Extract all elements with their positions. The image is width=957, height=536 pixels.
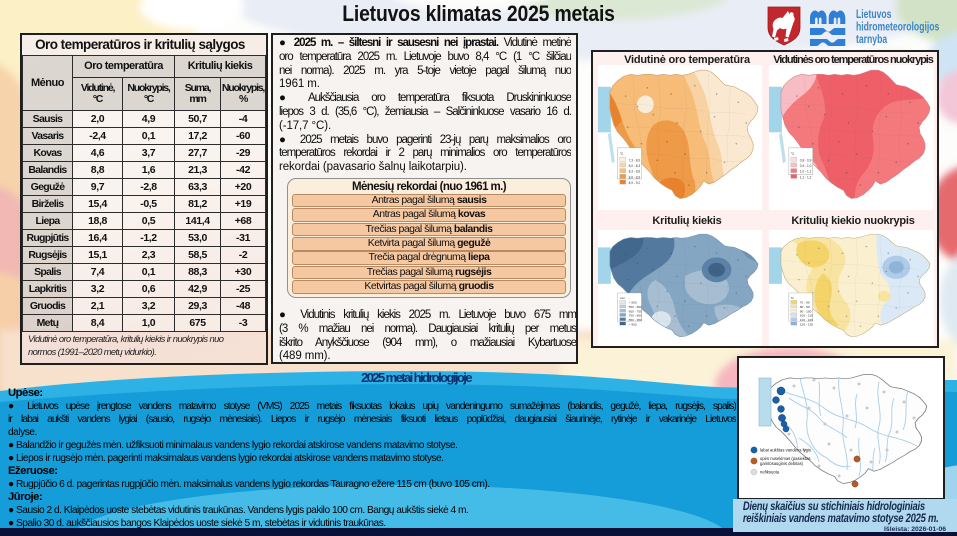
svg-text:7,3 - 8,0: 7,3 - 8,0 <box>629 158 641 162</box>
svg-text:550 - 650: 550 - 650 <box>629 305 643 309</box>
svg-text:Lietuvos: Lietuvos <box>856 9 892 21</box>
svg-text:1,0 - 1,1: 1,0 - 1,1 <box>800 170 812 174</box>
svg-text:upės nusekimas (pasiektas: upės nusekimas (pasiektas <box>760 456 811 461</box>
svg-text:gamtosauginis debitas): gamtosauginis debitas) <box>760 461 804 466</box>
svg-text:8,9 - 9,2: 8,9 - 9,2 <box>629 181 641 185</box>
svg-text:< 550: < 550 <box>629 301 637 305</box>
svg-text:mm: mm <box>620 296 626 300</box>
svg-text:nefiksuota: nefiksuota <box>760 470 780 475</box>
svg-text:110 - 120: 110 - 120 <box>800 318 814 322</box>
svg-text:8,3 - 8,6: 8,3 - 8,6 <box>629 170 641 174</box>
svg-text:650 - 750: 650 - 750 <box>629 310 643 314</box>
svg-text:> 950: > 950 <box>629 323 637 327</box>
svg-text:°C: °C <box>620 152 624 156</box>
svg-text:750 - 850: 750 - 850 <box>629 314 643 318</box>
svg-text:850 - 950: 850 - 950 <box>629 318 643 322</box>
svg-text:°C: °C <box>791 152 795 156</box>
svg-text:80 - 90: 80 - 90 <box>800 305 810 309</box>
svg-text:100 - 110: 100 - 110 <box>800 314 814 318</box>
svg-text:hidrometeorologijos: hidrometeorologijos <box>856 21 940 33</box>
svg-text:70 - 80: 70 - 80 <box>800 301 810 305</box>
svg-text:0,8 - 0,9: 0,8 - 0,9 <box>800 158 812 162</box>
svg-text:90 - 100: 90 - 100 <box>800 310 812 314</box>
svg-text:8,0 - 8,3: 8,0 - 8,3 <box>629 164 641 168</box>
svg-text:%: % <box>791 296 794 300</box>
svg-text:1,1 - 1,2: 1,1 - 1,2 <box>800 175 812 179</box>
svg-text:8,6 - 8,9: 8,6 - 8,9 <box>629 175 641 179</box>
svg-text:labai aukštas vandens lygis: labai aukštas vandens lygis <box>760 448 811 453</box>
svg-text:0,9 - 1,0: 0,9 - 1,0 <box>800 164 812 168</box>
svg-text:120 - 130: 120 - 130 <box>800 323 814 327</box>
svg-text:tarnyba: tarnyba <box>856 34 887 46</box>
